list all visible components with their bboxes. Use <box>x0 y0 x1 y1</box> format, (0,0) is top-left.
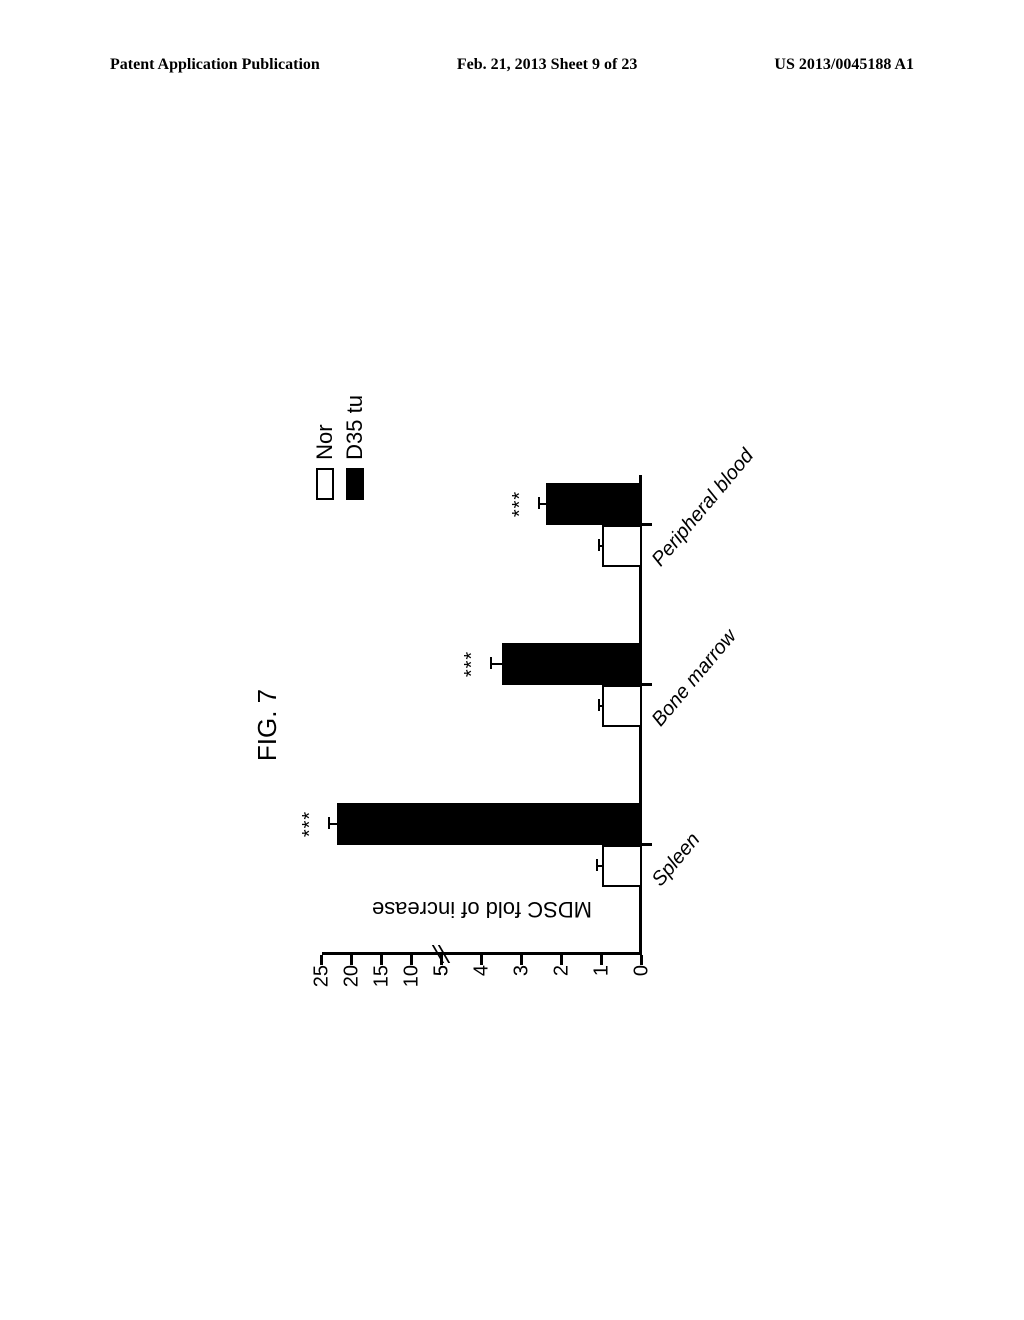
error-bar <box>328 823 337 825</box>
header-center: Feb. 21, 2013 Sheet 9 of 23 <box>457 56 637 74</box>
page: Patent Application Publication Feb. 21, … <box>0 0 1024 1320</box>
document-header: Patent Application Publication Feb. 21, … <box>0 56 1024 74</box>
error-bar <box>596 865 602 867</box>
error-bar <box>598 705 602 707</box>
y-tick-label: 15 <box>371 965 394 1005</box>
y-tick <box>520 955 523 965</box>
header-right: US 2013/0045188 A1 <box>774 56 914 74</box>
y-tick-label: 3 <box>511 965 534 1005</box>
y-tick <box>480 955 483 965</box>
legend-label: Nor <box>312 424 338 459</box>
y-tick-label: 4 <box>471 965 494 1005</box>
header-left: Patent Application Publication <box>110 56 320 74</box>
legend-label: D35 tu <box>342 395 368 460</box>
y-tick <box>640 955 643 965</box>
bar-nor <box>602 525 642 567</box>
y-tick <box>410 955 413 965</box>
figure: FIG. 7 Nor D35 tu MDSC fold of increase <box>252 375 772 1075</box>
y-tick-label: 0 <box>631 965 654 1005</box>
category-label: Spleen <box>648 829 706 891</box>
category-label: Bone marrow <box>648 625 742 731</box>
y-tick-label: 20 <box>341 965 364 1005</box>
x-tick <box>642 523 652 526</box>
error-bar <box>490 663 502 665</box>
axis-break-icon <box>435 945 449 963</box>
x-tick <box>642 683 652 686</box>
y-tick-label: 5 <box>431 965 454 1005</box>
bar-nor <box>602 845 642 887</box>
bar-group: *** <box>322 465 642 585</box>
error-bar <box>538 503 546 505</box>
y-tick-label: 10 <box>401 965 424 1005</box>
y-tick <box>600 955 603 965</box>
bar-group: *** <box>322 625 642 745</box>
figure-rotated-wrap: FIG. 7 Nor D35 tu MDSC fold of increase <box>252 375 772 1075</box>
bar-d35 <box>337 803 642 845</box>
significance-label: *** <box>461 651 484 677</box>
x-tick <box>642 843 652 846</box>
y-tick-label: 25 <box>311 965 334 1005</box>
figure-container: FIG. 7 Nor D35 tu MDSC fold of increase <box>0 130 1024 1320</box>
significance-label: *** <box>509 491 532 517</box>
y-tick <box>350 955 353 965</box>
significance-label: *** <box>299 811 322 837</box>
bar-d35 <box>546 483 642 525</box>
error-bar <box>598 545 602 547</box>
bar-nor <box>602 685 642 727</box>
y-tick <box>560 955 563 965</box>
bar-group: *** <box>322 785 642 905</box>
y-tick <box>380 955 383 965</box>
y-tick-label: 1 <box>591 965 614 1005</box>
y-tick-label: 2 <box>551 965 574 1005</box>
bar-d35 <box>502 643 642 685</box>
y-tick <box>320 955 323 965</box>
category-label: Peripheral blood <box>648 445 759 571</box>
figure-title: FIG. 7 <box>252 689 283 761</box>
plot-area: 012345510152025***Spleen***Bone marrow**… <box>322 475 642 955</box>
